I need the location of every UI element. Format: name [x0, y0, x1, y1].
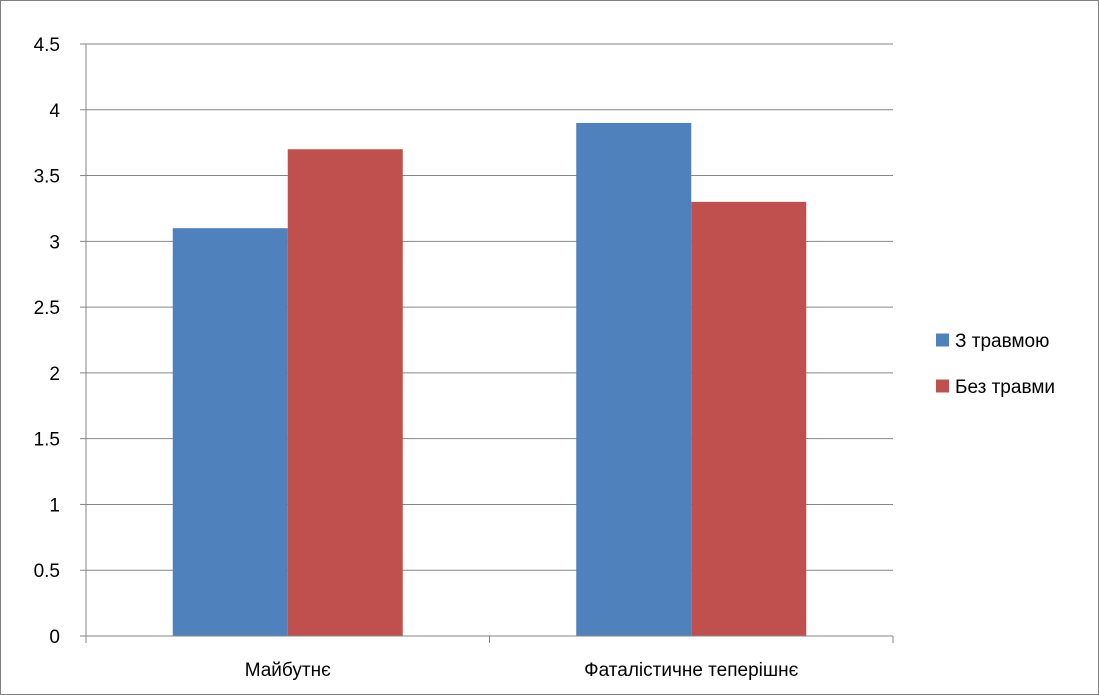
y-tick-label: 0 [49, 627, 60, 648]
y-tick-label: 2.5 [34, 298, 60, 319]
bar [691, 201, 807, 636]
bars [172, 122, 807, 636]
y-tick-label: 0.5 [34, 561, 60, 582]
y-tick-label: 4.5 [34, 35, 60, 56]
axes [80, 43, 894, 643]
y-tick-label: 2 [49, 364, 60, 385]
y-tick-label: 4 [49, 101, 60, 122]
legend: З травмою Без травми [936, 331, 1055, 398]
y-tick-label: 1.5 [34, 430, 60, 451]
bar [287, 149, 403, 636]
legend-label: З травмою [955, 331, 1049, 352]
y-tick-label: 3 [49, 232, 60, 253]
x-category-label: Майбутнє [245, 660, 331, 681]
y-tick-label: 1 [49, 495, 60, 516]
legend-label: Без травми [955, 377, 1055, 398]
legend-swatch [936, 333, 949, 347]
y-tick-label: 3.5 [34, 167, 60, 188]
bar [172, 228, 288, 636]
x-category-label: Фаталістичне теперішнє [584, 660, 798, 681]
legend-swatch [936, 379, 949, 393]
bar [576, 122, 692, 636]
x-category-labels: Майбутнє Фаталістичне теперішнє [245, 660, 799, 681]
y-tick-labels: 0 0.5 1 1.5 2 2.5 3 3.5 4 4.5 [34, 35, 61, 648]
